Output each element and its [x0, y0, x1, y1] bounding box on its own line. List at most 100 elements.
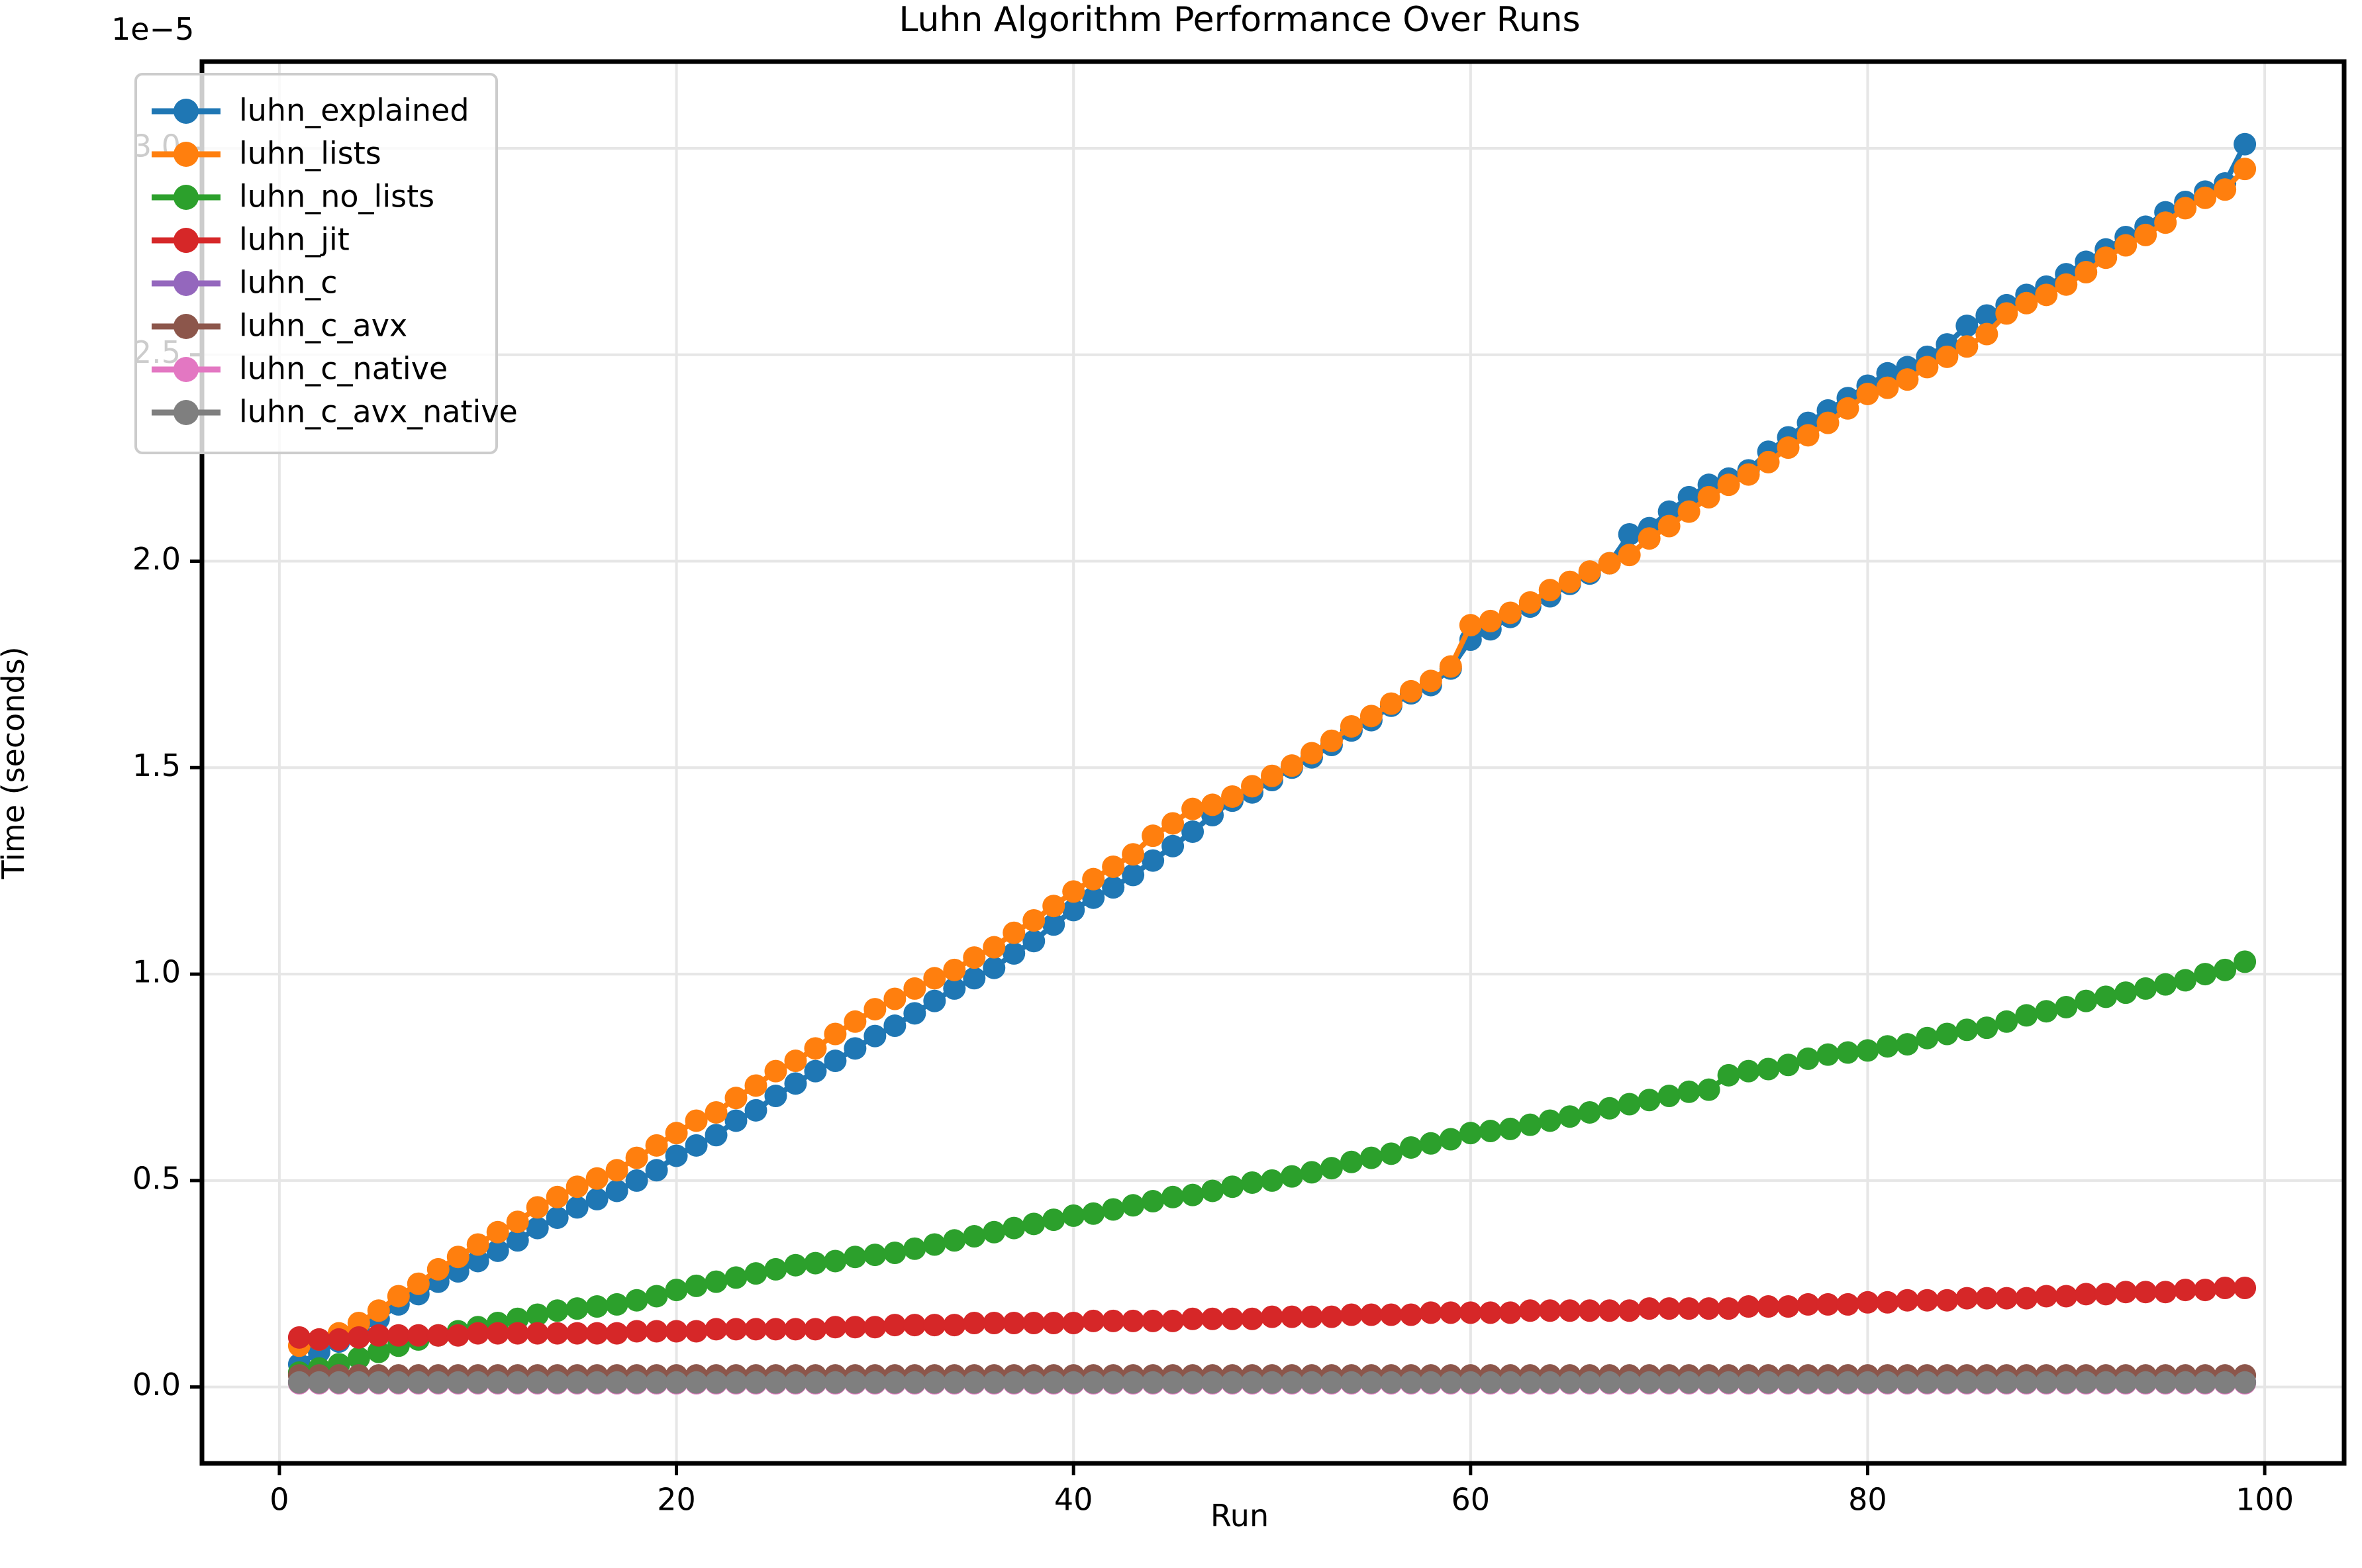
data-point	[1359, 1146, 1383, 1169]
data-point	[1955, 1371, 1979, 1394]
data-point	[2214, 178, 2237, 201]
data-point	[1261, 1169, 1284, 1192]
data-point	[1241, 1171, 1264, 1194]
data-point	[1796, 1047, 1820, 1070]
data-point	[744, 1099, 767, 1122]
legend-label: luhn_lists	[239, 136, 381, 172]
data-point	[546, 1322, 569, 1345]
legend-label: luhn_explained	[239, 93, 469, 128]
data-point	[2154, 211, 2177, 234]
data-point	[1955, 335, 1979, 358]
data-point	[1896, 368, 1919, 391]
legend-item-luhn_explained[interactable]: luhn_explained	[152, 93, 469, 128]
data-point	[625, 1289, 648, 1312]
data-point	[2194, 963, 2217, 986]
data-point	[1836, 397, 1859, 420]
data-point	[1796, 1293, 1820, 1316]
data-point	[426, 1257, 450, 1281]
data-point	[764, 1085, 787, 1108]
data-point	[2134, 1281, 2157, 1304]
legend-label: luhn_jit	[239, 222, 350, 258]
data-point	[1102, 876, 1125, 899]
data-point	[585, 1187, 609, 1210]
data-point	[1538, 1371, 1561, 1394]
data-point	[963, 1371, 986, 1394]
legend-item-luhn_no_lists[interactable]: luhn_no_lists	[152, 179, 434, 215]
data-point	[784, 1318, 807, 1341]
data-point	[1379, 1371, 1402, 1394]
data-point	[2055, 1285, 2078, 1308]
data-point	[1399, 1371, 1422, 1394]
y-tick-label: 0.5	[132, 1160, 181, 1196]
data-point	[1399, 1136, 1422, 1159]
data-point	[1340, 714, 1363, 738]
data-series-layer	[287, 132, 2257, 1395]
data-point	[1677, 1297, 1700, 1320]
data-point	[1975, 322, 1998, 346]
legend-item-luhn_jit[interactable]: luhn_jit	[152, 222, 350, 258]
data-point	[1359, 705, 1383, 728]
legend-label: luhn_no_lists	[239, 179, 434, 215]
legend-item-luhn_c_avx_native[interactable]: luhn_c_avx_native	[152, 394, 518, 430]
data-point	[1161, 834, 1185, 858]
data-point	[387, 1371, 410, 1394]
data-point	[1717, 1371, 1740, 1394]
data-point	[1638, 1297, 1661, 1320]
legend-item-luhn_c[interactable]: luhn_c	[152, 265, 338, 301]
data-point	[1499, 1301, 1522, 1324]
data-point	[1340, 1150, 1363, 1173]
data-point	[2134, 977, 2157, 1000]
data-point	[2094, 985, 2118, 1008]
data-point	[2214, 958, 2237, 981]
data-point	[1598, 1097, 1621, 1120]
legend-item-luhn_c_native[interactable]: luhn_c_native	[152, 351, 448, 387]
data-point	[347, 1346, 370, 1369]
data-point	[1518, 1299, 1542, 1322]
data-point	[1181, 1371, 1205, 1394]
data-point	[2035, 1285, 2058, 1308]
data-point	[605, 1179, 628, 1202]
y-tick-label: 0.0	[132, 1367, 181, 1402]
data-point	[2114, 1371, 2138, 1394]
data-point	[824, 1050, 847, 1073]
data-point	[744, 1262, 767, 1285]
data-point	[1201, 1179, 1224, 1202]
legend[interactable]: luhn_explained luhn_lists luhn_no_listsluh…	[134, 73, 518, 454]
data-point	[1757, 450, 1780, 473]
data-point	[1261, 764, 1284, 787]
legend-swatch-marker	[173, 314, 199, 339]
data-point	[804, 1037, 827, 1060]
data-point	[1975, 304, 1998, 327]
data-point	[1201, 793, 1224, 816]
data-point	[1320, 1157, 1343, 1180]
data-point	[367, 1371, 390, 1394]
data-point	[1479, 609, 1502, 632]
data-point	[923, 989, 946, 1012]
data-point	[1221, 1307, 1244, 1330]
data-point	[1122, 863, 1145, 887]
data-point	[2234, 132, 2257, 156]
legend-item-luhn_lists[interactable]: luhn_lists	[152, 136, 381, 172]
data-point	[824, 1316, 847, 1339]
data-point	[2055, 995, 2078, 1018]
data-point	[863, 1371, 887, 1394]
data-point	[1479, 1120, 1502, 1143]
data-point	[1598, 1371, 1621, 1394]
data-point	[347, 1371, 370, 1394]
data-point	[1618, 544, 1641, 567]
data-point	[446, 1324, 469, 1347]
data-point	[466, 1322, 489, 1345]
data-point	[486, 1371, 509, 1394]
data-point	[1419, 1132, 1442, 1155]
data-point	[2234, 1371, 2257, 1394]
data-point	[1261, 1305, 1284, 1328]
data-point	[1618, 1093, 1641, 1116]
data-point	[2035, 1000, 2058, 1023]
x-tick-label: 60	[1452, 1481, 1491, 1517]
data-point	[407, 1272, 430, 1295]
axes-frame	[199, 59, 2347, 1466]
legend-item-luhn_c_avx[interactable]: luhn_c_avx	[152, 308, 407, 344]
data-point	[1796, 1371, 1820, 1394]
data-point	[605, 1159, 628, 1182]
data-point	[2194, 1371, 2217, 1394]
